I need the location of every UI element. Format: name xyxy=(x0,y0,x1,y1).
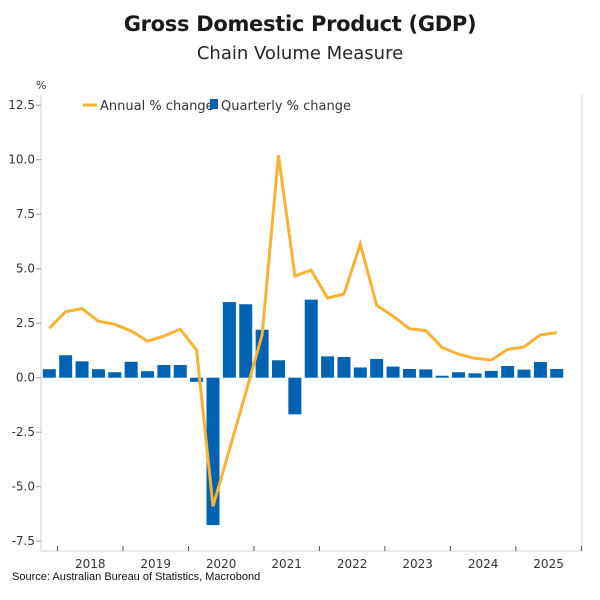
bar-quarterly-change xyxy=(321,356,335,378)
bar-quarterly-change xyxy=(353,367,367,378)
y-tick-label: -5.0 xyxy=(12,480,35,494)
bar-quarterly-change xyxy=(419,369,433,378)
y-tick-label: 5.0 xyxy=(16,262,35,276)
y-tick-label: 10.0 xyxy=(8,153,35,167)
bar-quarterly-change xyxy=(402,368,416,378)
bar-quarterly-change xyxy=(304,299,318,378)
legend-quarterly-label: Quarterly % change xyxy=(221,99,351,114)
chart-title: Gross Domestic Product (GDP) xyxy=(123,12,477,36)
x-tick-label: 2019 xyxy=(140,557,171,571)
y-tick-label: 12.5 xyxy=(8,98,35,112)
legend: Annual % change Quarterly % change xyxy=(83,99,351,114)
bar-quarterly-change xyxy=(452,372,466,378)
bar-quarterly-change xyxy=(550,368,564,378)
bar-quarterly-change xyxy=(337,356,351,378)
source-note: Source: Australian Bureau of Statistics,… xyxy=(12,571,261,583)
annual-line xyxy=(48,155,557,507)
bar-quarterly-change xyxy=(517,369,531,378)
x-tick-label: 2018 xyxy=(75,557,106,571)
bar-quarterly-change xyxy=(484,370,498,378)
x-tick-label: 2024 xyxy=(468,557,499,571)
bar-quarterly-change xyxy=(533,362,547,378)
axes: 12.5 10.0 7.5 5.0 2.5 0.0 -2.5 -5.0 -7.5 2018 2019… xyxy=(8,95,583,571)
bar-quarterly-change xyxy=(108,372,122,378)
bar-quarterly-change xyxy=(59,355,73,378)
bar-quarterly-change xyxy=(173,365,187,378)
y-tick-label: 2.5 xyxy=(16,316,35,330)
bar-quarterly-change xyxy=(42,369,56,378)
bar-quarterly-change xyxy=(157,365,171,378)
y-tick-label: 0.0 xyxy=(16,371,35,385)
x-tick-label: 2025 xyxy=(533,557,564,571)
bar-quarterly-change xyxy=(501,365,515,378)
bar-quarterly-change xyxy=(468,373,482,378)
bar-quarterly-change xyxy=(190,377,204,382)
x-tick-label: 2020 xyxy=(206,557,237,571)
bar-quarterly-change xyxy=(386,366,400,378)
bar-quarterly-change xyxy=(75,361,89,378)
bar-quarterly-change xyxy=(435,375,449,378)
bar-quarterly-change xyxy=(288,377,302,415)
bar-quarterly-change xyxy=(239,304,253,378)
y-tick-label: -2.5 xyxy=(12,425,35,439)
x-tick-label: 2021 xyxy=(271,557,302,571)
legend-quarterly-swatch xyxy=(210,99,218,109)
quarterly-bars xyxy=(42,299,564,526)
y-tick-label: -7.5 xyxy=(12,534,35,548)
bar-quarterly-change xyxy=(370,358,384,378)
y-axis-unit-label: % xyxy=(36,79,46,92)
line-annual-change xyxy=(48,155,557,507)
y-tick-label: 7.5 xyxy=(16,207,35,221)
legend-annual-label: Annual % change xyxy=(100,99,214,114)
bar-quarterly-change xyxy=(91,369,105,378)
chart-subtitle: Chain Volume Measure xyxy=(196,43,404,64)
x-tick-label: 2023 xyxy=(402,557,433,571)
bar-quarterly-change xyxy=(141,371,155,378)
bar-quarterly-change xyxy=(124,361,138,378)
x-tick-label: 2022 xyxy=(337,557,368,571)
bar-quarterly-change xyxy=(271,360,285,378)
bar-quarterly-change xyxy=(222,302,236,378)
